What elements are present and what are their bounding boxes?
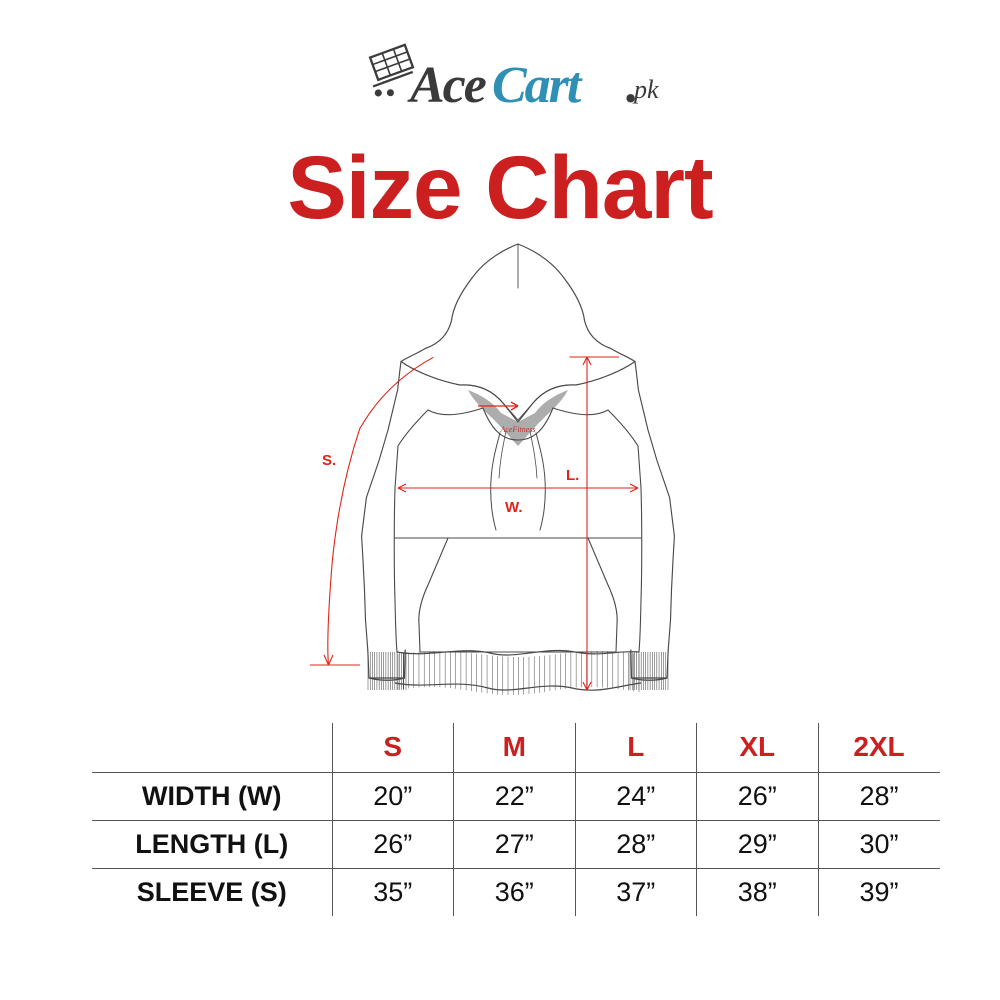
svg-text:S.: S. xyxy=(322,452,336,469)
svg-text:pk: pk xyxy=(632,75,659,104)
svg-text:L.: L. xyxy=(566,467,579,484)
svg-text:W.: W. xyxy=(505,499,523,516)
svg-text:Cart: Cart xyxy=(492,57,583,114)
svg-text:AceFitness: AceFitness xyxy=(499,425,535,434)
svg-text:Ace: Ace xyxy=(407,57,486,114)
